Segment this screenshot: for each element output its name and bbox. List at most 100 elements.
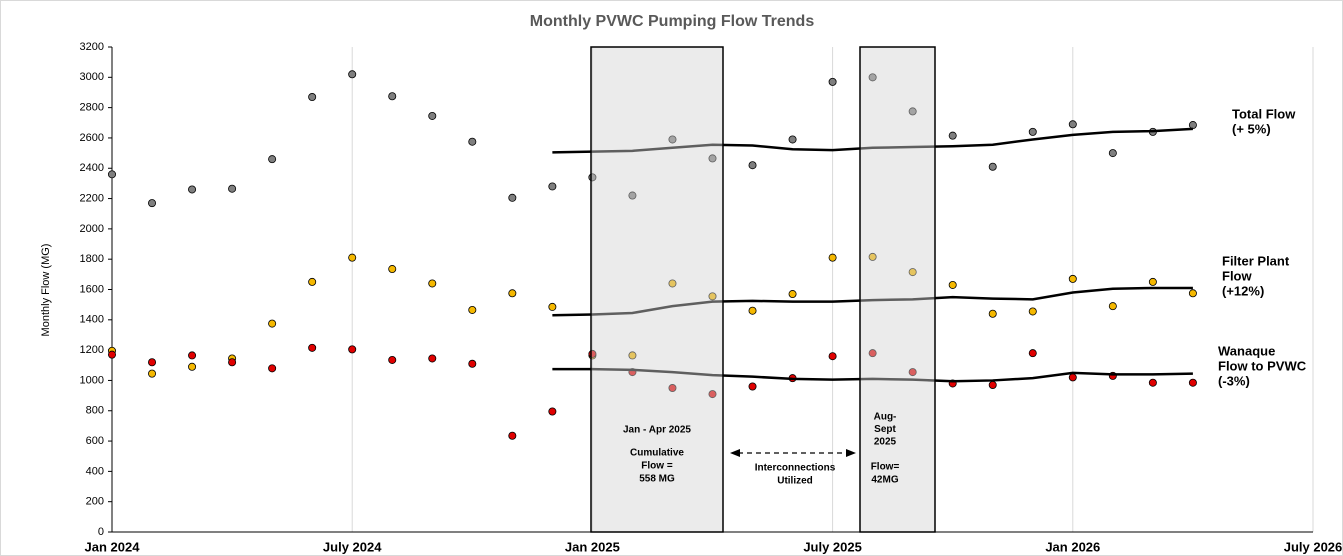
- data-point: [428, 354, 437, 363]
- data-point: [668, 279, 677, 288]
- data-point: [148, 369, 157, 378]
- y-tick-label: 2400: [80, 162, 104, 174]
- series-label: Wanaque: [1218, 343, 1275, 358]
- y-tick-label: 1600: [80, 283, 104, 295]
- data-point: [668, 384, 677, 393]
- data-point: [1188, 289, 1197, 298]
- data-point: [828, 253, 837, 262]
- data-point: [908, 368, 917, 377]
- data-point: [1028, 349, 1037, 358]
- data-point: [1148, 378, 1157, 387]
- annotation: Flow=: [871, 462, 900, 473]
- data-point: [1068, 274, 1077, 283]
- y-tick-label: 1800: [80, 253, 104, 265]
- annotation: Flow =: [641, 461, 673, 472]
- data-point: [388, 92, 397, 101]
- annotation: 2025: [874, 437, 897, 448]
- y-axis-label: Monthly Flow (MG): [40, 244, 52, 337]
- y-tick-label: 2000: [80, 223, 104, 235]
- series-label: Flow to PVWC: [1218, 358, 1307, 373]
- data-point: [1188, 121, 1197, 130]
- data-point: [348, 253, 357, 262]
- series-label: (-3%): [1218, 373, 1250, 388]
- data-point: [388, 265, 397, 274]
- chart-title: Monthly PVWC Pumping Flow Trends: [530, 13, 815, 30]
- data-point: [228, 184, 237, 193]
- data-point: [548, 302, 557, 311]
- data-point: [268, 155, 277, 164]
- arrow-head: [730, 449, 740, 457]
- data-point: [468, 137, 477, 146]
- data-point: [468, 359, 477, 368]
- data-point: [828, 77, 837, 86]
- x-tick-label: Jan 2024: [85, 539, 141, 554]
- annotation: Utilized: [777, 476, 813, 487]
- x-tick-label: Jan 2026: [1045, 539, 1100, 554]
- data-point: [908, 268, 917, 277]
- data-point: [548, 182, 557, 191]
- data-point: [748, 382, 757, 391]
- data-point: [788, 290, 797, 299]
- trend-line: [552, 367, 1193, 383]
- y-tick-label: 0: [98, 526, 104, 538]
- data-point: [1188, 378, 1197, 387]
- y-tick-label: 1200: [80, 344, 104, 356]
- arrow-head: [846, 449, 856, 457]
- y-tick-label: 3000: [80, 71, 104, 83]
- highlight-box: [590, 46, 724, 533]
- annotation: Jan - Apr 2025: [623, 425, 691, 436]
- data-point: [668, 135, 677, 144]
- data-point: [428, 279, 437, 288]
- y-tick-label: 3200: [80, 41, 104, 53]
- data-point: [1148, 277, 1157, 286]
- data-point: [188, 185, 197, 194]
- data-point: [948, 131, 957, 140]
- data-point: [548, 407, 557, 416]
- data-point: [988, 380, 997, 389]
- series-label: (+12%): [1222, 283, 1264, 298]
- data-point: [148, 358, 157, 367]
- annotation: 558 MG: [639, 474, 675, 485]
- series-label: Filter Plant: [1222, 253, 1290, 268]
- data-point: [868, 252, 877, 261]
- y-tick-label: 800: [86, 405, 104, 417]
- y-tick-label: 1400: [80, 314, 104, 326]
- data-point: [268, 319, 277, 328]
- annotation: 42MG: [871, 475, 898, 486]
- series-label: Flow: [1222, 268, 1252, 283]
- y-tick-label: 200: [86, 496, 104, 508]
- data-point: [948, 280, 957, 289]
- data-point: [468, 305, 477, 314]
- data-point: [508, 289, 517, 298]
- data-point: [188, 362, 197, 371]
- data-point: [428, 111, 437, 120]
- data-point: [748, 161, 757, 170]
- data-point: [1028, 127, 1037, 136]
- data-point: [308, 277, 317, 286]
- data-point: [1108, 302, 1117, 311]
- data-point: [828, 352, 837, 361]
- x-tick-label: July 2026: [1284, 539, 1343, 554]
- y-tick-label: 2600: [80, 132, 104, 144]
- data-point: [268, 364, 277, 373]
- data-point: [628, 351, 637, 360]
- y-tick-label: 400: [86, 465, 104, 477]
- y-tick-label: 1000: [80, 374, 104, 386]
- data-point: [1068, 120, 1077, 129]
- data-point: [348, 70, 357, 79]
- data-point: [348, 345, 357, 354]
- data-point: [308, 343, 317, 352]
- annotation: Sept: [874, 424, 896, 435]
- data-point: [868, 73, 877, 82]
- series-label: (+ 5%): [1232, 121, 1271, 136]
- y-tick-label: 2200: [80, 192, 104, 204]
- data-point: [788, 135, 797, 144]
- data-point: [508, 193, 517, 202]
- y-tick-label: 600: [86, 435, 104, 447]
- data-point: [308, 93, 317, 102]
- data-point: [988, 309, 997, 318]
- data-point: [508, 431, 517, 440]
- x-tick-label: July 2024: [323, 539, 382, 554]
